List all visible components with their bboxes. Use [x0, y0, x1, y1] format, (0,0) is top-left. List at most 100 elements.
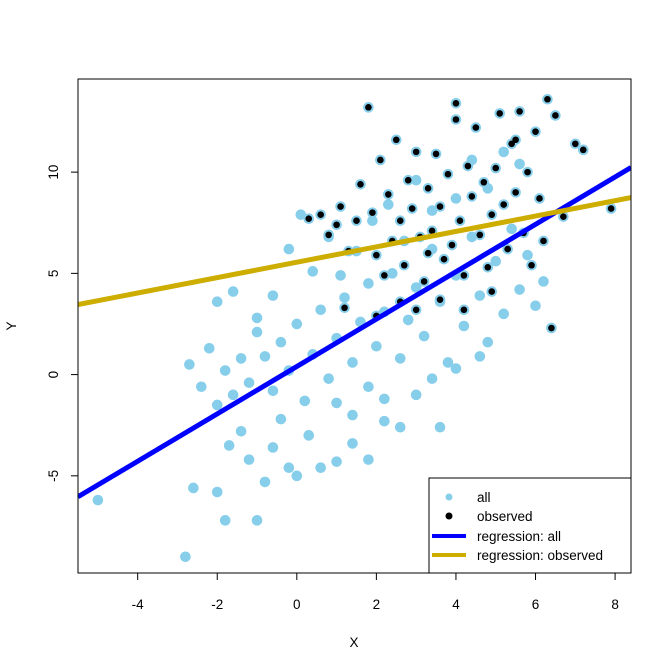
point-all: [339, 292, 350, 303]
point-observed: [572, 140, 579, 148]
y-tick-label: 5: [46, 270, 61, 278]
point-all: [434, 421, 446, 433]
point-observed: [488, 288, 496, 295]
point-observed: [420, 278, 428, 285]
point-all: [379, 415, 390, 427]
point-all: [442, 357, 454, 368]
point-all: [251, 326, 263, 338]
point-observed: [432, 150, 440, 158]
point-observed: [512, 189, 519, 196]
point-all: [259, 351, 271, 362]
point-all: [219, 515, 231, 526]
point-observed: [440, 255, 448, 263]
point-observed: [496, 110, 504, 117]
point-all: [379, 393, 390, 405]
regression-line-observed: [78, 195, 631, 307]
point-all: [315, 462, 326, 474]
legend-label-all: all: [477, 490, 491, 505]
y-tick-label: 10: [46, 165, 61, 180]
point-observed: [377, 156, 384, 164]
point-all: [363, 381, 374, 393]
point-all: [283, 243, 295, 255]
point-all: [498, 146, 509, 158]
point-observed: [508, 140, 515, 148]
point-all: [331, 397, 342, 409]
regression-lines: [78, 165, 631, 499]
series-all-points: [92, 93, 617, 563]
point-observed: [468, 193, 476, 200]
point-observed: [444, 170, 452, 178]
point-all: [410, 282, 422, 293]
point-all: [299, 395, 311, 407]
point-observed: [373, 251, 380, 259]
point-all: [251, 515, 263, 526]
x-tick-label: 8: [611, 597, 619, 612]
point-all: [303, 430, 315, 441]
point-all: [267, 290, 279, 301]
point-all: [335, 270, 346, 281]
point-all: [371, 340, 382, 352]
point-all: [243, 377, 255, 388]
point-all: [347, 357, 358, 368]
legend-all-marker: [445, 493, 453, 501]
x-tick-label: 6: [532, 597, 540, 612]
point-observed: [305, 215, 313, 222]
point-observed: [484, 263, 492, 271]
point-all: [275, 336, 287, 348]
point-all: [188, 482, 199, 494]
point-observed: [480, 178, 488, 186]
point-all: [458, 320, 470, 332]
point-all: [219, 365, 231, 376]
point-all: [227, 389, 239, 401]
point-all: [211, 296, 223, 308]
point-all: [514, 284, 525, 295]
point-all: [410, 389, 422, 401]
point-all: [450, 193, 462, 204]
point-observed: [452, 116, 460, 123]
y-tick-label: -5: [46, 470, 61, 482]
point-all: [394, 353, 406, 364]
point-observed: [492, 164, 500, 172]
point-observed: [464, 162, 472, 170]
point-observed: [381, 272, 388, 279]
point-all: [331, 456, 342, 467]
point-all: [402, 314, 414, 326]
point-observed: [353, 217, 360, 225]
point-all: [291, 318, 303, 330]
x-tick-label: 0: [293, 597, 301, 612]
point-all: [426, 373, 438, 384]
point-observed: [369, 209, 376, 216]
point-observed: [460, 306, 468, 314]
point-all: [235, 353, 247, 364]
point-observed: [365, 104, 372, 111]
point-observed: [560, 213, 567, 220]
point-observed: [544, 95, 551, 103]
series-observed-points: [305, 95, 615, 332]
point-all: [203, 342, 215, 354]
point-observed: [504, 245, 511, 253]
point-all: [386, 268, 398, 279]
legend-box: [428, 477, 632, 574]
point-all: [410, 174, 422, 186]
point-all: [315, 304, 326, 316]
point-observed: [460, 272, 468, 279]
y-tick-label: 0: [46, 371, 61, 379]
point-observed: [448, 241, 456, 249]
point-all: [522, 249, 533, 261]
point-all: [514, 158, 525, 170]
point-observed: [516, 108, 523, 115]
point-observed: [579, 146, 587, 154]
point-observed: [532, 128, 539, 135]
point-observed: [528, 261, 535, 269]
point-all: [367, 215, 378, 227]
point-all: [235, 425, 247, 437]
x-axis-label: X: [349, 635, 358, 650]
x-axis: -4 -2 0 2 4 6 8: [132, 572, 619, 612]
point-all: [307, 266, 319, 277]
point-all: [295, 209, 307, 220]
legend-observed-marker: [445, 512, 453, 520]
point-all: [466, 231, 478, 243]
point-all: [347, 438, 358, 449]
point-observed: [337, 203, 344, 210]
point-observed: [412, 148, 420, 156]
